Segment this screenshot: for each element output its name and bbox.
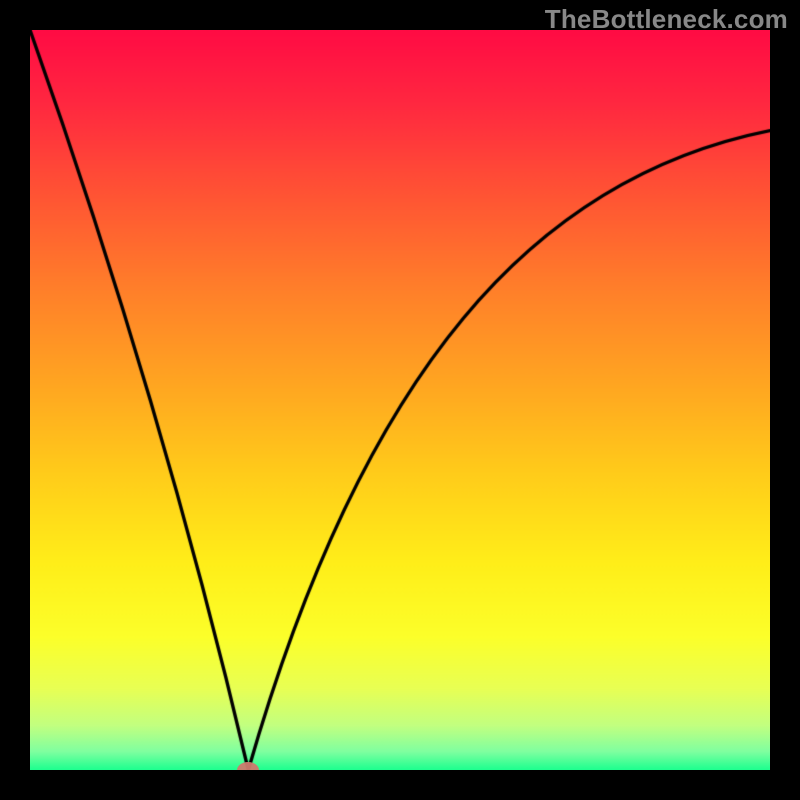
watermark-text: TheBottleneck.com — [545, 4, 788, 35]
bottleneck-curve — [30, 30, 770, 770]
outer-frame: TheBottleneck.com — [0, 0, 800, 800]
plot-area — [30, 30, 770, 770]
